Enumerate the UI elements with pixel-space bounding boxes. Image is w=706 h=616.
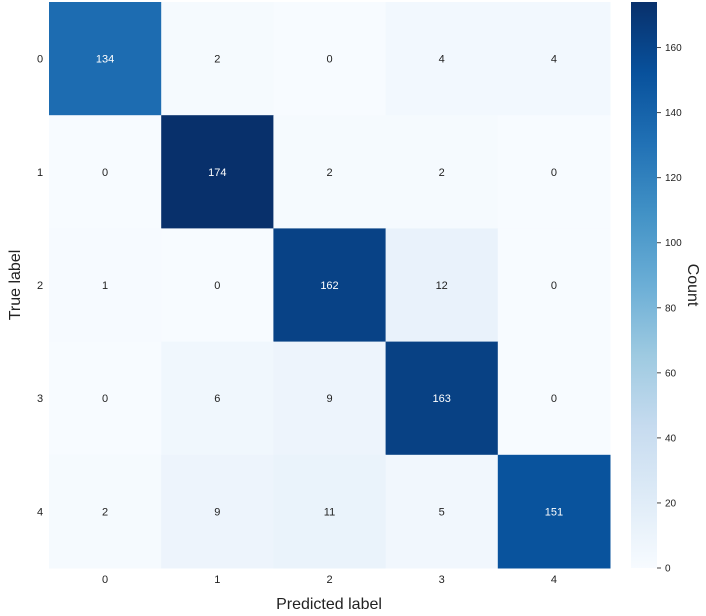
colorbar-tick-label: 140: [665, 108, 682, 119]
x-axis-label: Predicted label: [276, 596, 382, 613]
y-axis-label: True label: [7, 250, 24, 321]
y-tick-label: 4: [37, 506, 43, 518]
colorbar-ticks: 0 20 40 60 80 100 120 140 160: [657, 43, 682, 574]
cell-value-label: 2: [214, 54, 220, 66]
cell-value-label: 2: [102, 506, 108, 518]
colorbar-tick-label: 40: [665, 433, 677, 444]
cell-value-label: 0: [551, 280, 557, 292]
y-tick-label: 1: [37, 167, 43, 179]
cell-value-label: 134: [96, 54, 114, 66]
cell-value-label: 162: [320, 280, 338, 292]
cell-value-label: 5: [439, 506, 445, 518]
colorbar-tick-label: 0: [665, 564, 671, 575]
cell-value-label: 2: [439, 167, 445, 179]
colorbar-tick-label: 100: [665, 238, 682, 249]
cell-value-label: 0: [551, 167, 557, 179]
cell-value-label: 0: [214, 280, 220, 292]
cell-value-label: 163: [433, 393, 451, 405]
cell-value-label: 2: [326, 167, 332, 179]
cell-value-label: 1: [102, 280, 108, 292]
cell-value-label: 12: [436, 280, 448, 292]
x-tick-label: 0: [102, 574, 108, 586]
colorbar-tick-label: 160: [665, 43, 682, 54]
cell-value-label: 4: [551, 54, 557, 66]
cell-value-label: 0: [102, 167, 108, 179]
colorbar-label: Count: [684, 264, 701, 307]
cell-value-label: 174: [208, 167, 226, 179]
x-tick-labels: 0 1 2 3 4: [102, 574, 557, 586]
x-tick-label: 4: [551, 574, 557, 586]
cell-value-label: 0: [102, 393, 108, 405]
x-tick-label: 1: [214, 574, 220, 586]
colorbar-tick-label: 80: [665, 303, 677, 314]
y-tick-label: 3: [37, 393, 43, 405]
cell-value-label: 0: [551, 393, 557, 405]
heatmap-cells: 134 2 0 4 4 0 174 2 2 0 1 0 162 12 0 0 6 9 163 0 2 9 11 5 151: [49, 2, 611, 569]
y-tick-label: 2: [37, 280, 43, 292]
cell-value-label: 6: [214, 393, 220, 405]
cell-value-label: 4: [439, 54, 445, 66]
y-tick-labels: 0 1 2 3 4: [37, 54, 43, 519]
cell-value-label: 151: [545, 506, 563, 518]
cell-value-label: 0: [326, 54, 332, 66]
colorbar-tick-label: 60: [665, 368, 677, 379]
x-tick-label: 3: [439, 574, 445, 586]
cell-value-label: 9: [326, 393, 332, 405]
cell-value-label: 11: [324, 506, 335, 518]
colorbar-tick-label: 120: [665, 173, 682, 184]
cell-value-label: 9: [214, 506, 220, 518]
colorbar: [631, 2, 657, 568]
x-tick-label: 2: [326, 574, 332, 586]
colorbar-tick-label: 20: [665, 498, 677, 509]
y-tick-label: 0: [37, 54, 43, 66]
